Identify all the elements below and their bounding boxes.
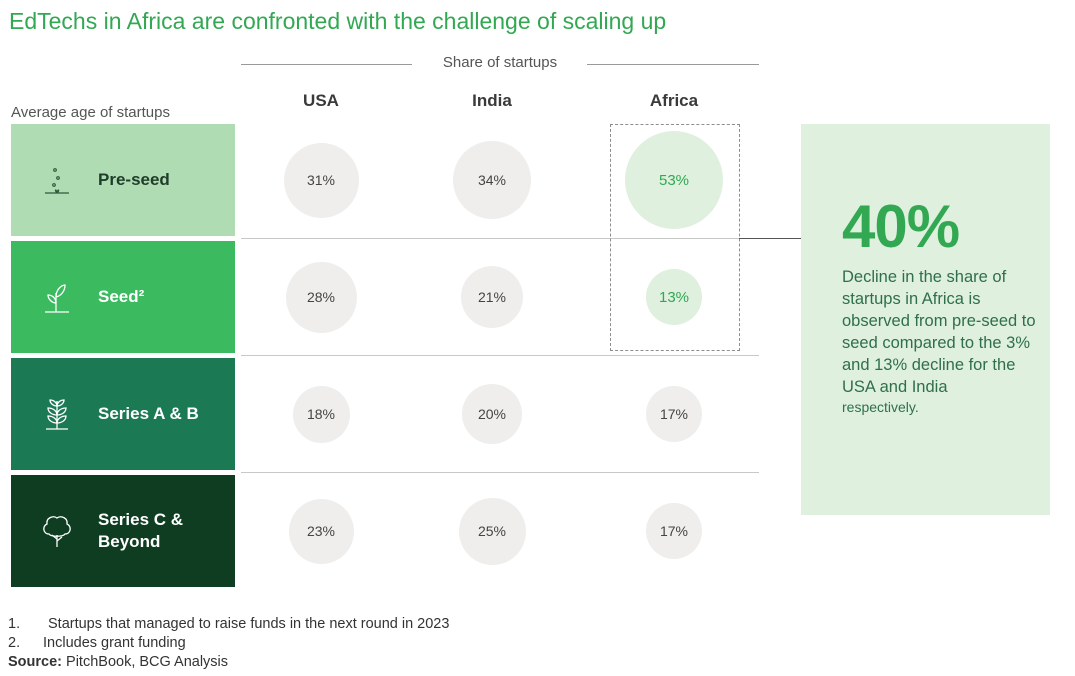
callout-body: Decline in the share of startups in Afri… [842, 268, 1036, 396]
bubble-value-label: 31% [306, 172, 336, 188]
callout-big-number: 40% [842, 193, 960, 260]
bubble-value-label: 21% [477, 289, 507, 305]
bubble-value-label: 20% [477, 406, 507, 422]
stage-label-seed: Seed² [98, 287, 145, 306]
row-divider [241, 472, 759, 473]
footnote-text: Includes grant funding [43, 635, 186, 651]
bubble-value-label: 17% [659, 406, 689, 422]
bubble-usa: 18% [292, 385, 350, 443]
bubble-usa: 31% [283, 142, 359, 218]
column-header-india: India [472, 91, 512, 110]
stage-label-preseed: Pre-seed [98, 170, 170, 189]
column-header-usa: USA [303, 91, 339, 110]
tree-icon [43, 516, 71, 547]
share-label-line-left [241, 64, 412, 65]
bubble-india: 34% [453, 141, 531, 219]
footnote-number: 2. [8, 635, 21, 651]
leafy-plant-icon [46, 399, 68, 430]
average-age-label: Average age of startups [11, 104, 170, 121]
column-header-africa: Africa [649, 91, 699, 110]
footnote-1: 1. Startups that managed to raise funds i… [8, 616, 449, 632]
bubble-value-label: 53% [658, 171, 690, 189]
stage-series-c: Series C & Beyond [11, 475, 235, 587]
footnote-number: 1. [8, 616, 21, 632]
bubble-india: 20% [462, 384, 522, 444]
callout-connector-line [739, 238, 801, 239]
bubble-value-label: 23% [306, 523, 336, 539]
bubble-africa: 53% [625, 131, 723, 229]
stage-preseed: Pre-seed [11, 124, 235, 236]
callout-text: Decline in the share of startups in Afri… [842, 266, 1042, 416]
stage-label-series-c: Series C & Beyond [98, 510, 184, 551]
row-divider [241, 355, 759, 356]
row-divider [241, 238, 759, 239]
callout-body-end: respectively. [842, 399, 919, 415]
bubble-africa: 17% [646, 503, 702, 559]
stage-seed: Seed² [11, 241, 235, 353]
page-title: EdTechs in Africa are confronted with th… [9, 8, 667, 34]
callout-panel: 40% Decline in the share of startups in … [801, 124, 1050, 515]
bubble-value-label: 28% [306, 289, 336, 305]
sprout-icon [45, 284, 69, 313]
seed-dots-icon [45, 168, 69, 194]
bubble-value-label: 25% [477, 523, 507, 539]
footnote-2: 2. Includes grant funding [8, 635, 186, 651]
bubble-africa: 13% [646, 269, 702, 325]
bubble-value-label: 18% [306, 406, 336, 422]
share-label-line-right [587, 64, 759, 65]
bubble-value-label: 17% [659, 523, 689, 539]
stage-label-series-ab: Series A & B [98, 404, 199, 423]
footnote-text: Startups that managed to raise funds in … [48, 616, 450, 632]
bubble-usa: 23% [288, 498, 354, 564]
bubble-africa: 17% [646, 386, 702, 442]
source-line: Source: PitchBook, BCG Analysis [8, 654, 228, 670]
bubble-value-label: 13% [658, 288, 690, 306]
bubble-value-label: 34% [477, 172, 507, 188]
source-text: PitchBook, BCG Analysis [66, 654, 229, 670]
bubble-india: 25% [458, 497, 526, 565]
bubble-india: 21% [461, 266, 523, 328]
share-of-startups-label: Share of startups [442, 54, 558, 71]
source-label: Source: [8, 654, 62, 670]
stage-series-ab: Series A & B [11, 358, 235, 470]
africa-highlight-box [610, 124, 740, 351]
bubble-usa: 28% [285, 261, 357, 333]
